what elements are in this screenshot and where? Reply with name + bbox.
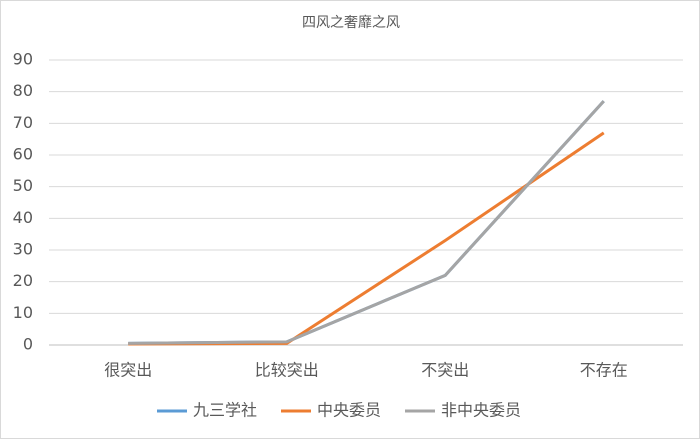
y-tick-label: 60 <box>13 145 33 164</box>
y-tick-label: 40 <box>13 208 33 227</box>
x-tick-label: 比较突出 <box>255 361 319 380</box>
y-tick-label: 50 <box>13 176 33 195</box>
y-tick-label: 70 <box>13 113 33 132</box>
legend-label: 非中央委员 <box>441 401 521 420</box>
y-tick-label: 30 <box>13 240 33 259</box>
x-tick-label: 很突出 <box>104 361 152 380</box>
series-line <box>128 100 605 345</box>
y-tick-label: 0 <box>23 335 33 354</box>
x-tick-label: 不突出 <box>421 361 469 380</box>
x-tick-label: 不存在 <box>580 361 628 380</box>
chart-title: 四风之奢靡之风 <box>302 14 400 31</box>
legend-label: 九三学社 <box>193 401 257 420</box>
y-tick-label: 20 <box>13 271 33 290</box>
y-tick-label: 10 <box>13 303 33 322</box>
legend-label: 中央委员 <box>317 401 381 420</box>
y-tick-label: 90 <box>13 50 33 69</box>
series-line <box>128 131 605 346</box>
y-tick-label: 80 <box>13 81 33 100</box>
